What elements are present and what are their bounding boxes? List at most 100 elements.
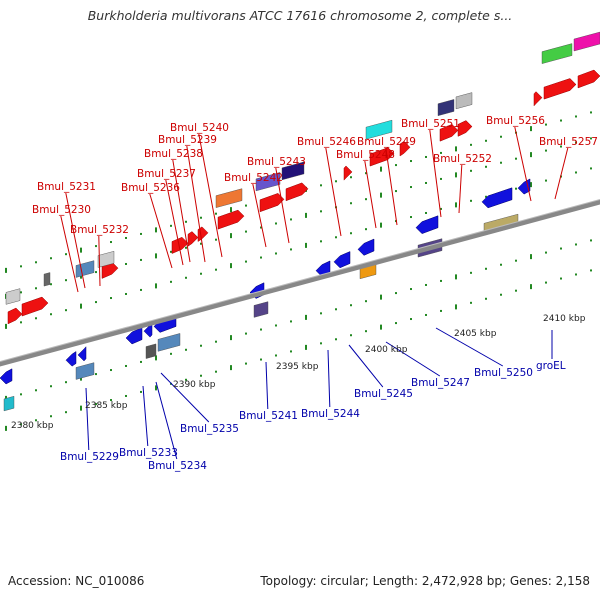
gene-label-bmul_5246: Bmul_5246: [297, 136, 356, 148]
leader-line: [364, 160, 377, 229]
leader-line: [275, 167, 290, 244]
gene-label-bmul_5237: Bmul_5237: [137, 168, 196, 180]
leader-line: [252, 183, 267, 248]
leader-line: [348, 344, 384, 388]
gene-feature-box: [97, 250, 115, 268]
gene-label-bmul_5231: Bmul_5231: [37, 181, 96, 193]
gene-feature-box: [5, 288, 21, 305]
forward-gene-arrow: [577, 69, 600, 89]
reverse-gene-arrow: [333, 251, 351, 269]
gene-label-bmul_5250: Bmul_5250: [474, 367, 533, 379]
gene-feature-box: [145, 343, 157, 359]
leader-line: [325, 147, 342, 237]
gene-label-bmul_5247: Bmul_5247: [411, 377, 470, 389]
leader-line: [155, 381, 178, 460]
gene-label-bmul_5241: Bmul_5241: [239, 410, 298, 422]
leader-line: [554, 147, 569, 200]
gene-feature-box: [157, 333, 181, 352]
forward-gene-arrow: [7, 307, 23, 325]
gene-label-bmul_5233: Bmul_5233: [119, 447, 178, 459]
chromosome-backbone: [0, 199, 600, 367]
leader-line: [385, 341, 441, 377]
leader-line: [165, 179, 184, 266]
genome-summary-text: Topology: circular; Length: 2,472,928 bp…: [260, 574, 590, 588]
gene-feature-box: [281, 161, 305, 181]
scale-label: 2390 kbp: [173, 380, 216, 390]
map-title: Burkholderia multivorans ATCC 17616 chro…: [87, 8, 513, 23]
leader-line: [429, 129, 442, 218]
gene-label-bmul_5230: Bmul_5230: [32, 204, 91, 216]
forward-gene-arrow: [285, 182, 309, 202]
leader-line: [172, 159, 191, 263]
reverse-gene-arrow: [481, 187, 513, 209]
forward-gene-arrow: [171, 236, 189, 254]
gene-labels: Bmul_5230 Bmul_5231 Bmul_5232 Bmul_5236 Bmul…: [32, 115, 598, 472]
forward-gene-arrow: [457, 120, 473, 137]
gene-features: [0, 31, 600, 412]
leader-line: [327, 349, 331, 408]
gene-label-bmul_5234: Bmul_5234: [148, 460, 207, 472]
leader-line: [142, 385, 149, 447]
forward-gene-arrow: [369, 147, 395, 167]
leader-line: [265, 361, 269, 410]
leader-line: [60, 215, 79, 293]
gene-label-bmul_5243: Bmul_5243: [247, 156, 306, 168]
leader-line: [98, 235, 101, 287]
gene-feature-box: [573, 31, 600, 52]
gene-label-bmul_5232: Bmul_5232: [70, 224, 129, 236]
reverse-gene-arrow: [357, 238, 375, 256]
forward-gene-arrow: [217, 209, 245, 230]
gene-label-bmul_5239: Bmul_5239: [158, 134, 217, 146]
gene-label-groel: groEL: [536, 360, 566, 372]
gene-label-bmul_5236: Bmul_5236: [121, 182, 180, 194]
scale-label: 2400 kbp: [365, 345, 408, 355]
reverse-gene-arrow: [0, 368, 13, 385]
gene-label-bmul_5257: Bmul_5257: [539, 136, 598, 148]
scale-label: 2405 kbp: [454, 329, 497, 339]
scale-labels: 2380 kbp 2385 kbp 2390 kbp 2395 kbp 2400 kbp…: [11, 314, 586, 431]
forward-gene-arrow: [343, 165, 353, 181]
forward-gene-arrow: [543, 78, 577, 100]
gene-feature-box: [365, 119, 393, 140]
gene-feature-box: [3, 395, 15, 412]
reverse-gene-arrow: [65, 351, 77, 367]
gene-label-bmul_5245: Bmul_5245: [354, 388, 413, 400]
leader-line: [385, 147, 398, 226]
scale-label: 2385 kbp: [85, 401, 128, 411]
gene-feature-box: [455, 92, 473, 110]
forward-gene-arrow: [533, 91, 543, 107]
forward-gene-arrow: [187, 231, 199, 247]
forward-gene-arrow: [399, 140, 411, 157]
leader-line: [65, 192, 86, 289]
gene-label-bmul_5242: Bmul_5242: [224, 172, 283, 184]
scale-label: 2380 kbp: [11, 421, 54, 431]
reverse-gene-arrow: [415, 215, 439, 234]
reverse-gene-arrow: [77, 346, 87, 362]
leader-line: [198, 133, 223, 258]
gene-label-bmul_5240: Bmul_5240: [170, 122, 229, 134]
reverse-gene-arrow: [125, 327, 143, 345]
gene-feature-box: [253, 301, 269, 318]
gene-label-bmul_5235: Bmul_5235: [180, 423, 239, 435]
gene-label-bmul_5256: Bmul_5256: [486, 115, 545, 127]
gene-label-bmul_5251: Bmul_5251: [401, 118, 460, 130]
forward-gene-arrow: [439, 124, 459, 142]
gene-feature-box: [215, 188, 243, 208]
leader-line: [458, 164, 463, 214]
leader-line: [160, 372, 210, 423]
gene-label-bmul_5252: Bmul_5252: [433, 153, 492, 165]
forward-gene-arrow: [21, 296, 49, 317]
gene-feature-box: [75, 362, 95, 380]
gene-feature-box: [255, 172, 281, 192]
leader-line: [435, 327, 504, 367]
gene-label-bmul_5249: Bmul_5249: [357, 136, 416, 148]
forward-gene-arrow: [259, 193, 285, 213]
gene-label-bmul_5244: Bmul_5244: [301, 408, 360, 420]
gene-feature-box: [541, 43, 573, 64]
backbone-highlight: [0, 199, 600, 362]
backbone-band: [0, 199, 600, 367]
gene-feature-box: [75, 260, 95, 278]
leader-line: [149, 193, 173, 269]
gene-label-bmul_5229: Bmul_5229: [60, 451, 119, 463]
